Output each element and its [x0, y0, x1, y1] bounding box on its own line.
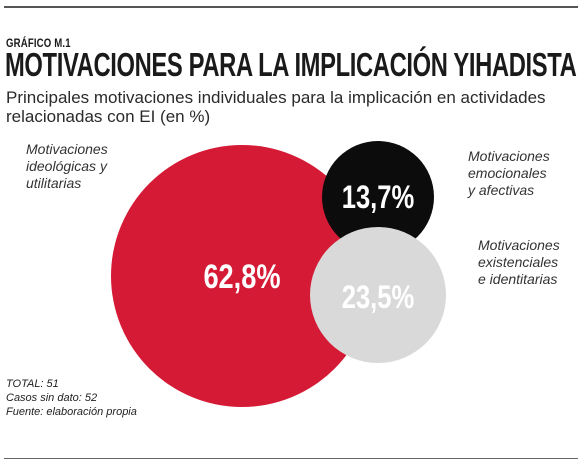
value-label-existenciales: 23,5% [342, 280, 415, 315]
top-rule [4, 6, 578, 8]
note-source: Fuente: elaboración propia [6, 406, 137, 418]
bubble-existenciales [310, 227, 446, 363]
caption-emocionales: Motivaciones emocionales y afectivas [468, 148, 550, 199]
caption-existenciales-line-1: Motivaciones [478, 237, 560, 253]
value-label-emocionales: 13,7% [342, 180, 415, 215]
caption-existenciales-line-2: existenciales [478, 254, 559, 270]
caption-emocionales-line-1: Motivaciones [468, 148, 550, 164]
chart-title: MOTIVACIONES PARA LA IMPLICACIÓN YIHADIS… [5, 46, 577, 83]
chart-label: GRÁFICO M.1 [6, 36, 71, 50]
footnotes: TOTAL: 51 Casos sin dato: 52 Fuente: ela… [6, 377, 137, 419]
caption-ideologicas-line-1: Motivaciones [26, 141, 108, 157]
caption-existenciales-line-3: e identitarias [478, 271, 558, 287]
bubble-emocionales [322, 141, 434, 253]
caption-emocionales-line-2: emocionales [468, 165, 547, 181]
caption-existenciales: Motivaciones existenciales e identitaria… [478, 237, 560, 288]
caption-ideologicas: Motivaciones ideológicas y utilitarias [26, 141, 108, 192]
caption-ideologicas-line-3: utilitarias [26, 175, 82, 191]
bubble-ideologicas [111, 145, 373, 407]
bottom-rule [4, 458, 578, 459]
caption-ideologicas-line-2: ideológicas y [26, 158, 107, 174]
note-missing: Casos sin dato: 52 [6, 392, 98, 404]
value-label-ideologicas: 62,8% [203, 257, 280, 296]
chart-subtitle: Principales motivaciones individuales pa… [6, 88, 546, 126]
caption-emocionales-line-3: y afectivas [468, 182, 535, 198]
note-total: TOTAL: 51 [6, 378, 59, 390]
